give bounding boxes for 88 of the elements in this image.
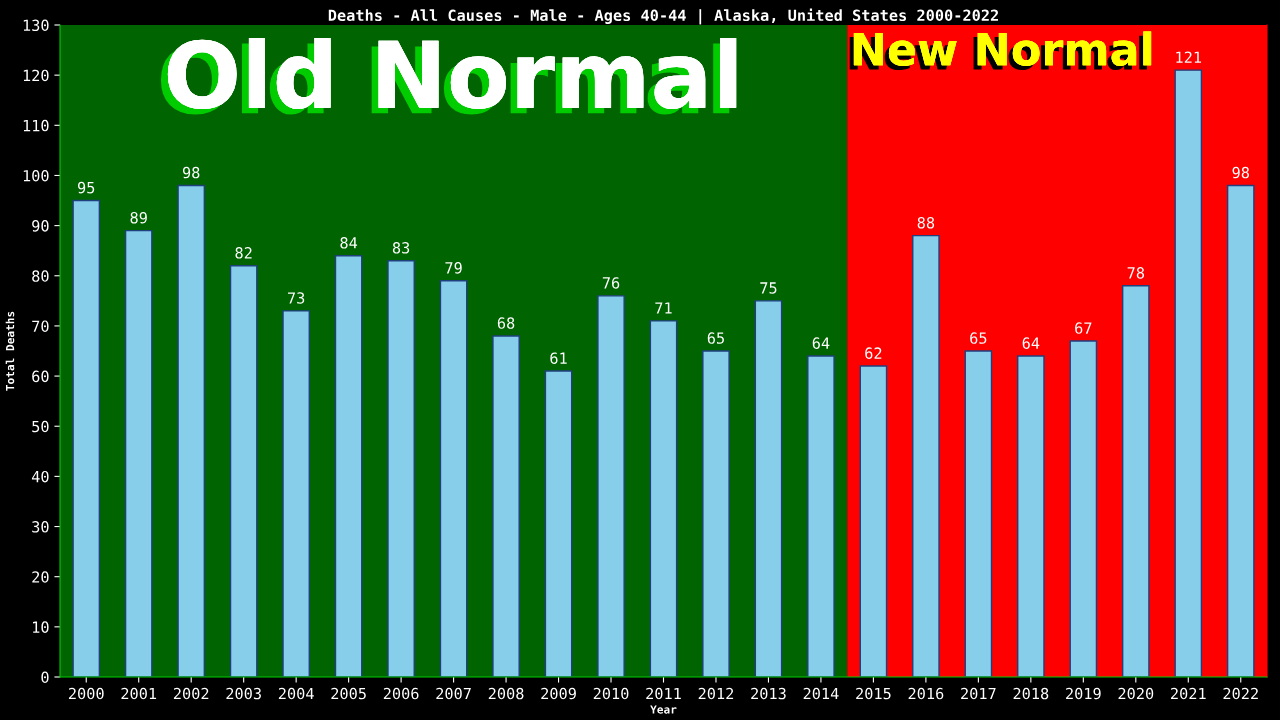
x-tick-label: 2007 <box>436 687 471 700</box>
x-tick-label: 2004 <box>278 687 314 700</box>
bar <box>544 370 573 677</box>
data-label: 78 <box>1127 267 1145 279</box>
data-label: 71 <box>655 302 672 314</box>
bar <box>1069 340 1098 677</box>
bar <box>439 280 468 677</box>
x-tick-label: 2015 <box>856 687 891 700</box>
data-label: 98 <box>182 166 200 179</box>
band-label: Old Normal <box>160 38 737 115</box>
y-tick-label: 120 <box>23 69 49 82</box>
x-tick-label: 2012 <box>698 687 734 700</box>
y-tick-label: 100 <box>23 169 49 182</box>
x-tick-label: 2002 <box>173 687 209 700</box>
bar <box>387 260 415 677</box>
y-tick-label: 0 <box>41 671 49 684</box>
x-tick-label: 2022 <box>1223 687 1258 700</box>
data-label: 84 <box>340 237 358 249</box>
x-tick-label: 2014 <box>803 687 839 700</box>
x-tick-label: 2009 <box>541 687 576 700</box>
y-tick-label: 110 <box>23 119 49 132</box>
bar <box>492 335 520 677</box>
x-tick-label: 2005 <box>331 687 366 700</box>
x-tick-label: 2018 <box>1013 687 1049 700</box>
x-tick-label: 2006 <box>383 687 419 700</box>
x-tick-label: 2011 <box>646 687 681 700</box>
bar <box>177 184 206 677</box>
data-label: 65 <box>707 332 724 344</box>
data-label: 61 <box>550 352 567 364</box>
y-tick-label: 80 <box>32 270 49 282</box>
bar <box>229 265 258 677</box>
data-label: 79 <box>445 262 462 274</box>
bar <box>649 320 678 677</box>
chart-title: Deaths - All Causes - Male - Ages 40-44 | Alaska, United States 2000-2022 <box>328 8 998 25</box>
data-label: 64 <box>1022 337 1040 349</box>
x-tick-label: 2019 <box>1066 687 1101 700</box>
y-tick-label: 70 <box>32 320 49 332</box>
bar <box>72 199 101 677</box>
bar <box>1174 69 1203 677</box>
y-tick-label: 90 <box>32 220 49 232</box>
data-label: 121 <box>1176 51 1202 63</box>
x-tick-label: 2020 <box>1118 687 1154 700</box>
y-tick-label: 20 <box>32 571 49 583</box>
bar <box>912 234 940 677</box>
y-tick-label: 130 <box>23 19 49 32</box>
data-label: 83 <box>392 242 410 254</box>
data-label: 64 <box>812 337 830 349</box>
bar <box>282 310 310 677</box>
y-tick-label: 60 <box>32 370 49 383</box>
bar <box>1121 285 1150 677</box>
bar <box>807 355 835 677</box>
bar <box>1226 184 1255 677</box>
x-tick-label: 2001 <box>121 687 157 700</box>
band-label: New Normal <box>849 31 1152 71</box>
x-tick-label: 2013 <box>751 687 786 700</box>
data-label: 73 <box>287 292 305 304</box>
data-label: 65 <box>970 332 987 344</box>
x-tick-label: 2017 <box>961 687 996 700</box>
y-tick-label: 40 <box>31 470 49 483</box>
bar <box>754 300 783 677</box>
data-label: 82 <box>235 247 252 259</box>
x-tick-label: 2016 <box>908 687 944 700</box>
data-label: 75 <box>760 282 777 294</box>
y-tick-label: 10 <box>33 621 49 633</box>
data-label: 76 <box>602 277 620 289</box>
bar <box>124 229 153 677</box>
x-axis-title: Year <box>650 705 677 714</box>
bar <box>1017 355 1045 677</box>
bar <box>964 350 993 677</box>
bar <box>859 365 888 677</box>
data-label: 88 <box>917 216 935 229</box>
x-tick-label: 2008 <box>488 687 524 700</box>
x-tick-label: 2021 <box>1171 687 1206 700</box>
data-label: 68 <box>497 317 515 329</box>
x-tick-label: 2003 <box>226 687 261 700</box>
data-label: 98 <box>1232 166 1249 179</box>
y-tick-label: 50 <box>32 420 49 433</box>
bar <box>334 255 363 677</box>
x-tick-label: 2000 <box>68 687 104 700</box>
data-label: 95 <box>77 181 95 194</box>
y-axis-title: Total Deaths <box>5 311 15 391</box>
data-label: 67 <box>1075 322 1092 334</box>
data-label: 89 <box>130 211 147 224</box>
bar <box>597 295 625 677</box>
data-label: 62 <box>865 347 882 359</box>
bar <box>702 350 730 677</box>
x-tick-label: 2010 <box>593 687 629 700</box>
y-tick-label: 30 <box>32 521 49 533</box>
